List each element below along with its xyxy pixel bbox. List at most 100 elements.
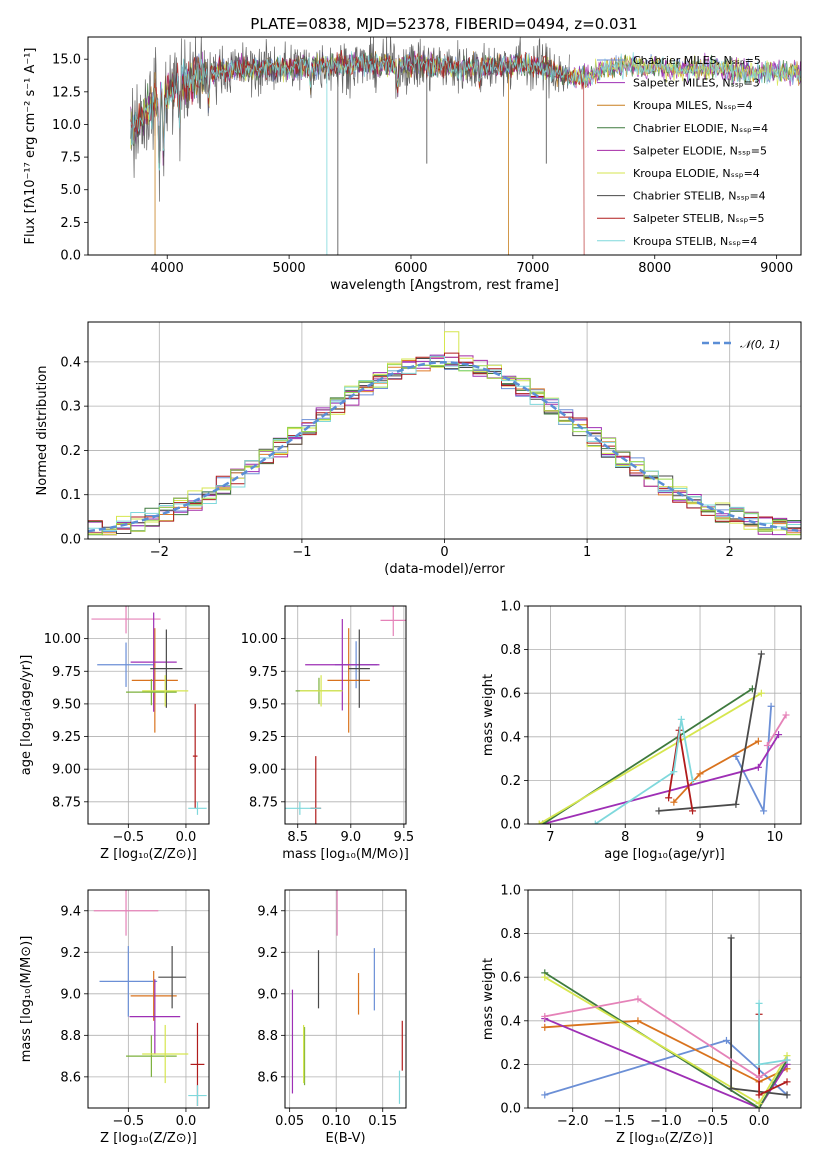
y-tick-label: 9.00 <box>52 763 81 778</box>
series-line <box>594 719 694 824</box>
x-tick-label: 8 <box>621 830 629 845</box>
x-tick-label: −0.5 <box>697 1114 729 1129</box>
axes-frame <box>527 889 802 1109</box>
legend-label: Chabrier MILES, Nₛₛₚ=5 <box>633 54 761 67</box>
y-axis-label: age [log₁₀(age/yr)] <box>19 655 34 776</box>
histogram-step <box>88 363 801 536</box>
y-axis-label: Flux [fλ10⁻¹⁷ erg cm⁻² s⁻¹ A⁻¹] <box>23 48 38 245</box>
x-axis-label: (data-model)/error <box>384 562 505 577</box>
y-tick-label: 8.8 <box>257 1029 278 1044</box>
series-line <box>544 1017 788 1108</box>
axes-frame <box>87 605 210 825</box>
plot-area <box>541 934 791 1108</box>
x-tick-label: 8.5 <box>287 830 308 845</box>
y-tick-label: 0.8 <box>500 643 521 658</box>
panel-weight-vs-z: −2.0 −1.5 −1.0 −0.5 0.0 0.0 0.2 0.4 0.6 0.8 1.0 Z [… <box>481 884 802 1146</box>
legend-label: Salpeter MILES, Nₛₛₚ=3 <box>633 77 760 90</box>
y-tick-label: 0.3 <box>60 400 81 415</box>
y-tick-label: 0.6 <box>500 971 521 986</box>
y-tick-label: 10.00 <box>44 632 81 647</box>
y-tick-label: 12.5 <box>52 85 81 100</box>
y-tick-label: 5.0 <box>60 183 81 198</box>
x-tick-label: −2.0 <box>557 1114 589 1129</box>
y-tick-label: 0.6 <box>500 687 521 702</box>
x-tick-label: 6000 <box>394 261 427 276</box>
y-tick-label: 10.0 <box>52 118 81 133</box>
legend-label: 𝒩(0, 1) <box>740 338 780 351</box>
x-tick-label: 9 <box>696 830 704 845</box>
panel-weight-vs-age: 7 8 9 10 0.0 0.2 0.4 0.6 0.8 1.0 age [log₁₀(age/yr… <box>481 600 802 862</box>
x-axis-label: Z [log₁₀(Z/Z⊙)] <box>616 1131 713 1146</box>
x-tick-label: 0.05 <box>275 1114 304 1129</box>
x-tick-label: −1.5 <box>604 1114 636 1129</box>
plot-area <box>285 606 406 824</box>
y-axis-label: Normed distribution <box>35 366 50 496</box>
spectrum-series-line <box>130 37 570 202</box>
x-tick-label: 5000 <box>273 261 306 276</box>
panel-age-vs-mass: 8.5 9.0 9.5 8.75 9.00 9.25 9.50 9.75 10.00 mass [… <box>241 605 414 862</box>
normal-curve <box>88 361 799 533</box>
y-axis-label: mass [log₁₀(M/M⊙)] <box>19 936 34 1063</box>
y-axis-label: mass weight <box>481 958 496 1040</box>
legend-label: Kroupa MILES, Nₛₛₚ=4 <box>633 99 753 112</box>
x-axis-label: mass [log₁₀(M/M⊙)] <box>282 847 409 862</box>
panel-mass-vs-ebv: 0.05 0.10 0.15 8.6 8.8 9.0 9.2 9.4 E(B-V) <box>257 889 407 1146</box>
y-tick-label: 0.4 <box>500 1014 521 1029</box>
axes-frame <box>527 605 802 825</box>
legend-label: Salpeter STELIB, Nₛₛₚ=5 <box>633 212 765 225</box>
series-line <box>766 714 787 746</box>
y-tick-label: 9.0 <box>60 987 81 1002</box>
x-tick-label: 7 <box>546 830 554 845</box>
axes-frame <box>87 889 210 1109</box>
x-axis-label: E(B-V) <box>325 1131 365 1146</box>
x-tick-label: 0.15 <box>368 1114 397 1129</box>
x-axis-label: wavelength [Angstrom, rest frame] <box>330 278 559 293</box>
y-tick-label: 8.6 <box>60 1070 81 1085</box>
panel-spectrum: 4000 5000 6000 7000 8000 9000 0.0 2.5 5.0 7.5 10.0… <box>23 36 802 293</box>
plot-area <box>91 606 207 815</box>
x-tick-label: −1.0 <box>650 1114 682 1129</box>
y-tick-label: 0.4 <box>500 730 521 745</box>
y-tick-label: 8.75 <box>249 795 278 810</box>
y-tick-label: 9.25 <box>249 730 278 745</box>
x-tick-label: 2 <box>726 545 734 560</box>
axes-frame <box>284 605 407 825</box>
plot-area <box>93 890 207 1106</box>
y-tick-label: 0.8 <box>500 927 521 942</box>
y-tick-label: 9.25 <box>52 730 81 745</box>
x-tick-label: 4000 <box>151 261 184 276</box>
y-tick-label: 9.4 <box>60 904 81 919</box>
y-tick-label: 0.0 <box>60 533 81 548</box>
panel-mass-vs-z: −0.5 0.0 8.6 8.8 9.0 9.2 9.4 Z [log₁₀(Z/Z⊙)] mas… <box>19 889 210 1146</box>
y-tick-label: 0.0 <box>500 818 521 833</box>
x-tick-label: −2 <box>150 545 169 560</box>
x-tick-label: 0 <box>440 545 448 560</box>
y-tick-label: 2.5 <box>60 216 81 231</box>
x-tick-label: 9.5 <box>394 830 415 845</box>
y-tick-label: 7.5 <box>60 151 81 166</box>
axes-frame <box>87 321 802 540</box>
y-tick-label: 9.2 <box>60 946 81 961</box>
legend-label: Salpeter ELODIE, Nₛₛₚ=5 <box>633 144 767 157</box>
x-tick-label: 0.0 <box>176 1114 197 1129</box>
y-tick-label: 9.75 <box>52 665 81 680</box>
histogram-step <box>88 352 801 530</box>
series-line <box>544 972 788 1108</box>
x-tick-label: 7000 <box>516 261 549 276</box>
histogram-step <box>88 331 801 536</box>
plot-area <box>88 331 801 536</box>
y-tick-label: 1.0 <box>500 884 521 899</box>
x-tick-label: 0.0 <box>749 1114 770 1129</box>
y-tick-label: 0.2 <box>500 774 521 789</box>
x-tick-label: 9.0 <box>340 830 361 845</box>
x-tick-label: 0.10 <box>322 1114 351 1129</box>
y-tick-label: 9.00 <box>249 763 278 778</box>
spectrum-series-line <box>130 51 801 171</box>
y-tick-label: 1.0 <box>500 600 521 615</box>
y-tick-label: 0.0 <box>500 1102 521 1117</box>
y-tick-label: 9.75 <box>249 665 278 680</box>
legend-label: Chabrier ELODIE, Nₛₛₚ=4 <box>633 122 768 135</box>
y-tick-label: 0.1 <box>60 488 81 503</box>
plot-area <box>291 890 403 1104</box>
x-tick-label: 9000 <box>760 261 793 276</box>
